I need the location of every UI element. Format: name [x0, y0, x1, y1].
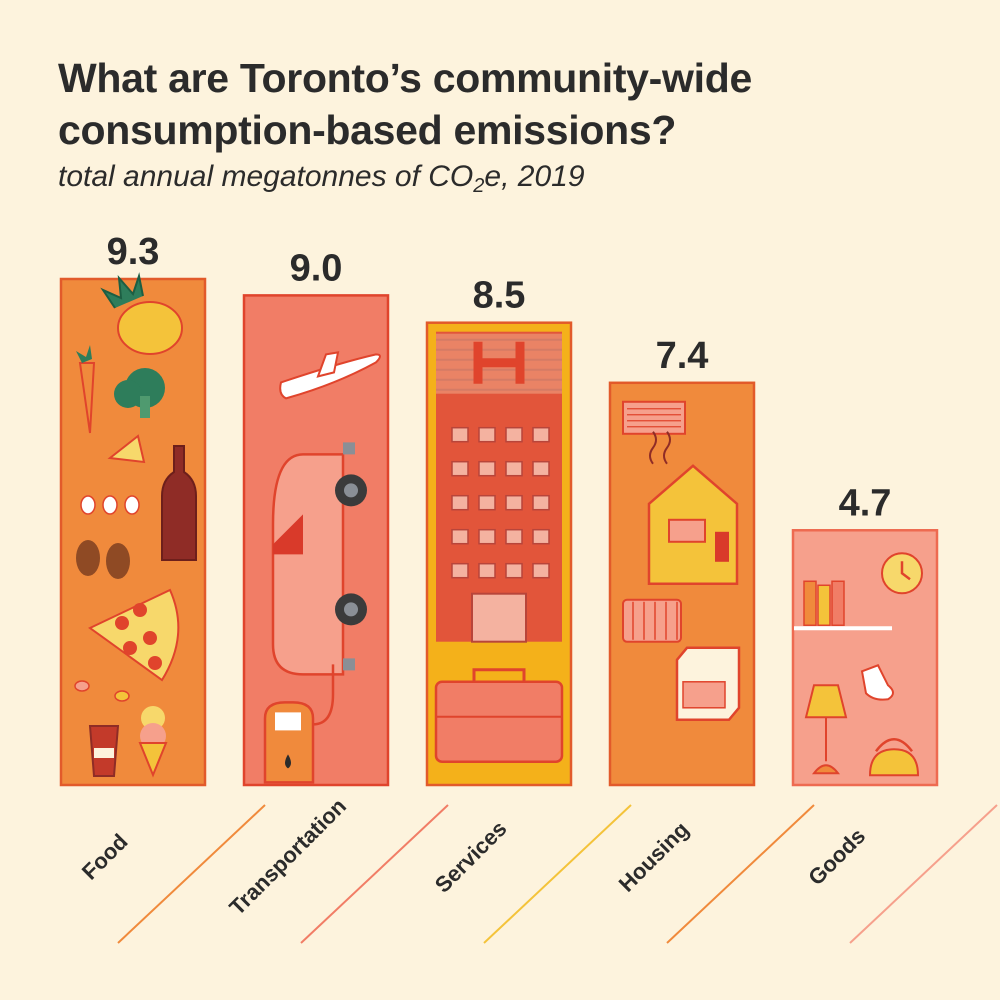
house-icon [647, 464, 739, 586]
chart-subtitle: total annual megatonnes of CO2e, 2019 [58, 160, 585, 197]
wine-bottle-icon [161, 445, 197, 561]
category-guide-line [117, 804, 266, 944]
air-conditioner-icon [622, 400, 686, 465]
carrot-icon [76, 345, 96, 434]
eggs-icon [80, 495, 140, 515]
candy-icon [74, 680, 130, 702]
stove-icon [675, 646, 741, 722]
pizza-icon [88, 588, 180, 682]
category-label: Services [430, 816, 512, 898]
category-label: Housing [614, 817, 694, 897]
category-label: Food [77, 829, 133, 885]
value-label: 9.3 [107, 231, 160, 273]
subtitle-text: total annual megatonnes of CO [58, 160, 474, 193]
category-guide-line [666, 804, 815, 944]
kettle-icon [868, 738, 920, 777]
value-label: 9.0 [290, 247, 343, 289]
socks-icon [860, 664, 894, 701]
subtitle-text-end: e, 2019 [484, 160, 585, 193]
fuel-pump-icon [263, 664, 335, 784]
category-label: Goods [803, 823, 870, 890]
subtitle-subscript: 2 [473, 175, 485, 197]
broccoli-icon [114, 368, 165, 418]
books-icon [794, 580, 892, 631]
category-guide-line [849, 804, 998, 944]
value-label: 8.5 [473, 275, 526, 317]
car-icon [271, 442, 367, 676]
category-guide-line [483, 804, 632, 944]
office-building-icon [436, 331, 562, 643]
category-label: Transportation [224, 793, 351, 920]
pineapple-icon [100, 272, 183, 355]
airplane-icon [279, 351, 381, 400]
value-label: 7.4 [656, 335, 709, 377]
ice-cream-icon [138, 706, 168, 778]
chicken-leg-icon [76, 540, 130, 579]
briefcase-icon [434, 668, 564, 763]
clock-icon [881, 552, 923, 595]
value-label: 4.7 [839, 482, 892, 524]
lamp-icon [804, 684, 848, 775]
chart-title: What are Toronto’s community-wide consum… [58, 55, 752, 153]
coffee-cup-icon [88, 725, 120, 777]
cheese-icon [107, 434, 146, 464]
category-guide-line [300, 804, 449, 944]
radiator-icon [622, 598, 682, 643]
